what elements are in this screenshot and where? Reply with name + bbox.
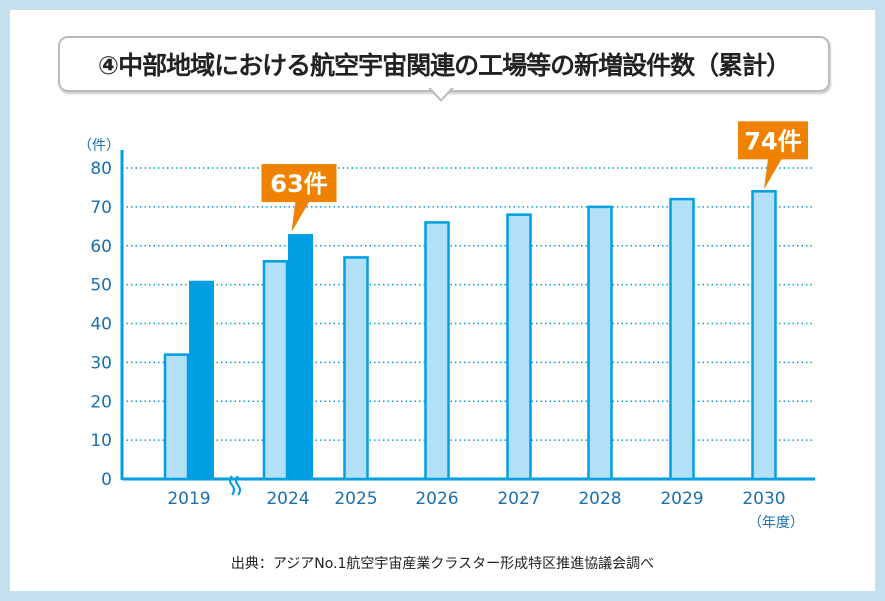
y-axis-label: （件）	[78, 138, 120, 154]
y-tick-label: 80	[90, 159, 112, 179]
title-text: ④中部地域における航空宇宙関連の工場等の新増設件数（累計）	[97, 51, 791, 80]
callout-pointer	[764, 158, 782, 190]
bar-2019-series1	[163, 353, 190, 481]
callout-pointer	[291, 201, 310, 233]
bar-2027-series1	[506, 213, 532, 481]
bar-2019-series2	[189, 280, 214, 479]
bar-2028-series1	[587, 205, 613, 481]
bar-2025-series1	[343, 256, 369, 481]
axis-break-mark	[229, 475, 241, 496]
y-tick-label: 40	[90, 315, 112, 335]
title-callout-tail-fill	[430, 87, 452, 99]
x-tick-label: 2028	[578, 489, 621, 509]
y-tick-label: 20	[90, 392, 112, 412]
x-tick-label: 2026	[415, 489, 458, 509]
y-tick-label: 50	[90, 276, 112, 296]
y-tick-label: 30	[90, 353, 112, 373]
bar-2030-series1	[751, 190, 777, 481]
x-tick-label: 2024	[266, 489, 309, 509]
x-axis-label: （年度）	[748, 515, 804, 531]
x-tick-label: 2019	[167, 489, 210, 509]
x-tick-label: 2030	[742, 489, 785, 509]
y-tick-label: 60	[90, 237, 112, 257]
callout-box	[261, 164, 337, 203]
bar-2026-series1	[424, 221, 450, 481]
callout-label: 74件	[744, 127, 801, 155]
x-tick-label: 2027	[497, 489, 540, 509]
chart-title: ④中部地域における航空宇宙関連の工場等の新増設件数（累計）	[58, 36, 830, 92]
source-note: 出典：アジアNo.1航空宇宙産業クラスター形成特区推進協議会調べ	[230, 556, 655, 572]
callout-label: 63件	[270, 170, 327, 198]
y-tick-label: 10	[90, 431, 112, 451]
callout-box	[738, 121, 808, 160]
bar-2029-series1	[669, 197, 695, 481]
y-tick-label: 0	[101, 470, 112, 490]
x-tick-label: 2025	[334, 489, 377, 509]
bar-2024-series2	[288, 234, 313, 479]
x-tick-label: 2029	[660, 489, 703, 509]
y-tick-label: 70	[90, 198, 112, 218]
bar-2024-series1	[262, 260, 289, 481]
